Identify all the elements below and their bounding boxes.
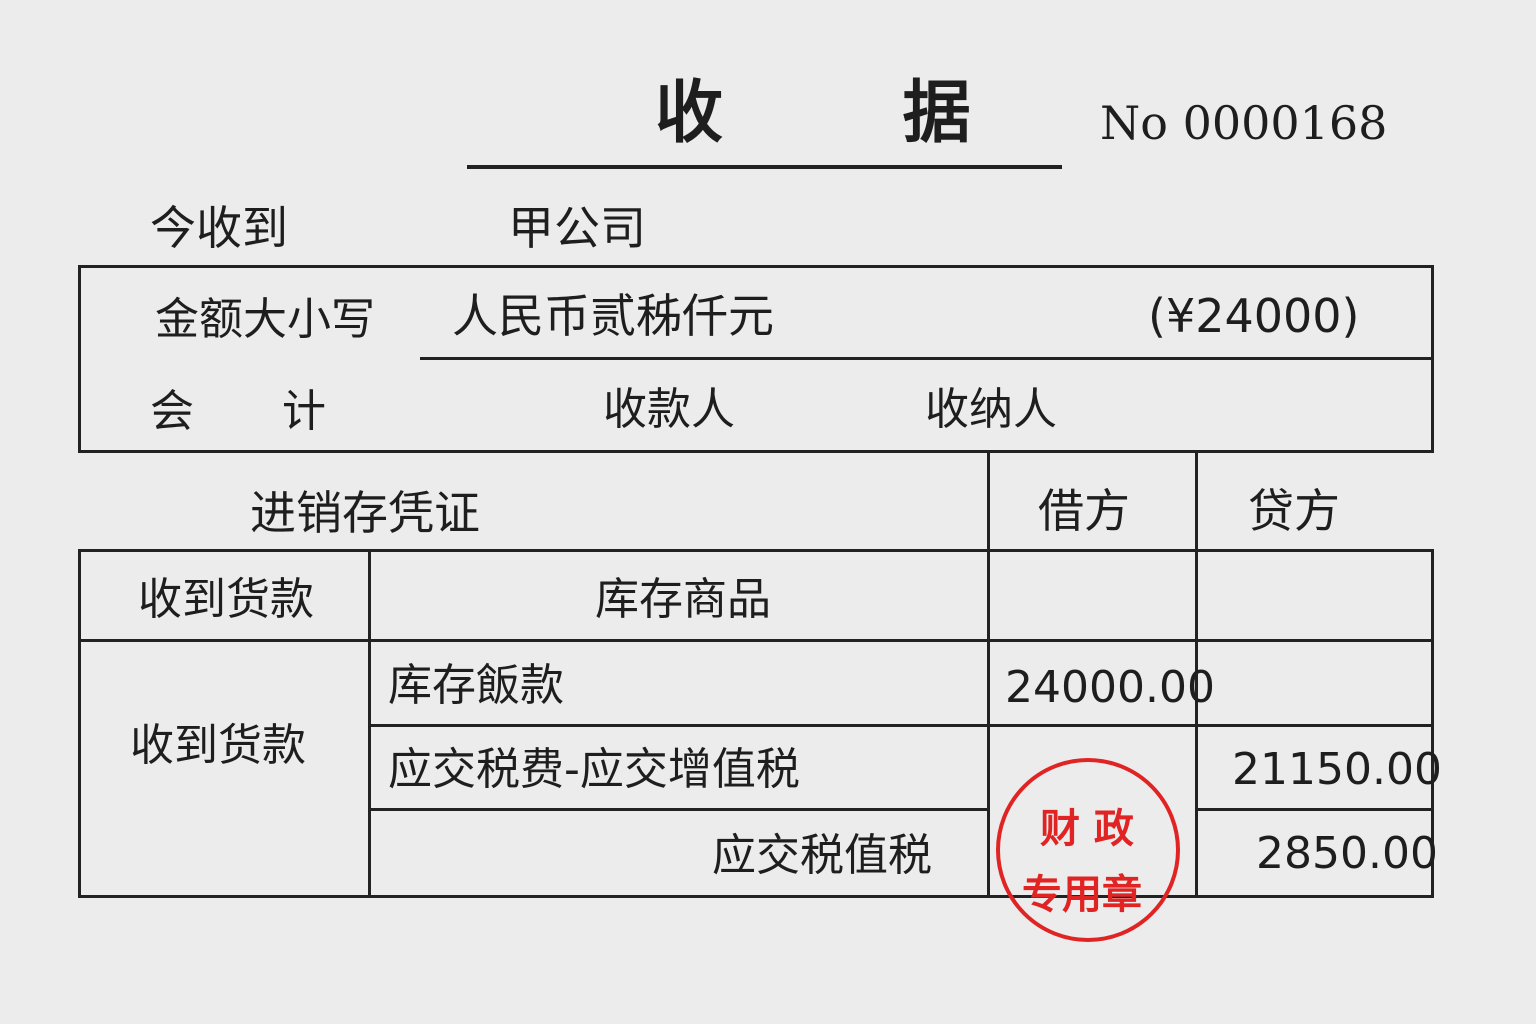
account-column-line — [368, 549, 371, 898]
item-cell: 应交税费-应交增值税 — [388, 744, 800, 795]
title-underline — [467, 165, 1062, 169]
item-cell: 库存商品 — [595, 574, 771, 625]
debit-column-line — [987, 453, 990, 896]
cashier-label: 收纳人 — [925, 384, 1057, 435]
stamp-line2: 专用章 — [1022, 872, 1142, 918]
amount-underline — [420, 357, 1434, 360]
item-cell: 库存飯款 — [388, 660, 564, 711]
stamp-line1: 财 政 — [1040, 806, 1134, 852]
account-cell: 收到货款 — [138, 574, 314, 625]
payee-label: 收款人 — [603, 384, 735, 435]
finance-stamp: 财 政 专用章 — [996, 758, 1180, 942]
accountant-label: 会 计 — [150, 386, 326, 437]
item-cell: 应交税值税 — [712, 830, 932, 881]
credit-cell: 21150.00 — [1232, 744, 1442, 795]
voucher-table — [78, 549, 1434, 898]
voucher-title: 进销存凭证 — [250, 486, 480, 540]
row-line — [368, 808, 988, 811]
amount-label: 金额大小写 — [155, 294, 375, 345]
debit-header: 借方 — [1038, 484, 1130, 538]
amount-figures: (¥24000) — [1148, 289, 1360, 343]
amount-words: 人民币贰秭仟元 — [452, 289, 774, 343]
row-line — [1195, 808, 1434, 811]
credit-cell: 2850.00 — [1256, 828, 1438, 879]
credit-header: 贷方 — [1248, 484, 1340, 538]
receipt-title: 收 据 — [655, 74, 1049, 153]
received-from-label: 今收到 — [150, 201, 288, 255]
row-line — [78, 639, 1434, 642]
row-line — [368, 724, 1434, 727]
credit-column-line — [1195, 453, 1198, 896]
receipt-number: No 0000168 — [1100, 96, 1388, 150]
received-from-value: 甲公司 — [508, 201, 646, 255]
account-cell: 收到货款 — [130, 720, 306, 771]
debit-cell: 24000.00 — [1005, 662, 1215, 713]
